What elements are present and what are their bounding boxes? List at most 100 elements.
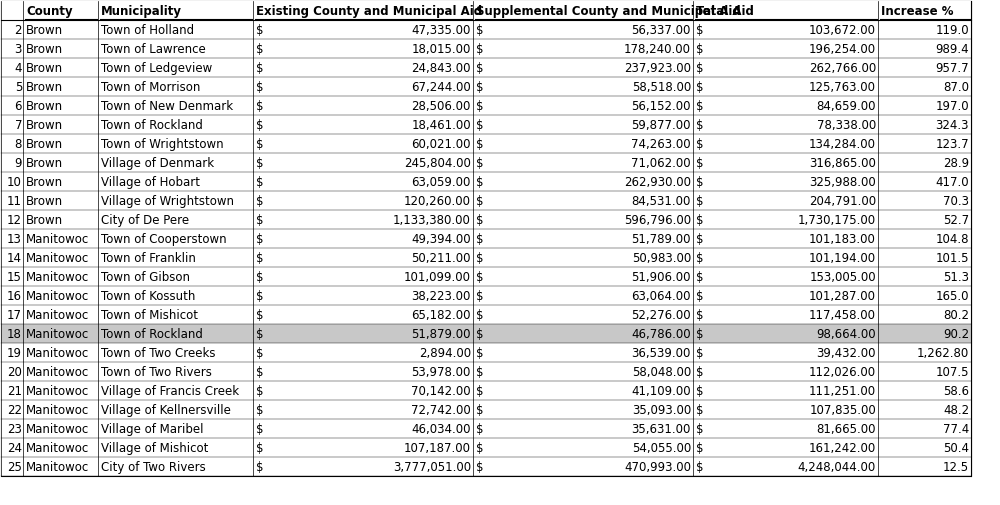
Text: 74,263.00: 74,263.00	[631, 138, 691, 151]
Text: 316,865.00: 316,865.00	[809, 157, 876, 170]
Text: 70.3: 70.3	[943, 195, 969, 208]
Text: Town of Morrison: Town of Morrison	[101, 81, 200, 94]
Text: 957.7: 957.7	[935, 62, 969, 75]
Text: $: $	[696, 176, 704, 189]
Text: 58,048.00: 58,048.00	[632, 366, 691, 379]
Text: $: $	[696, 62, 704, 75]
Text: $: $	[256, 62, 264, 75]
Text: Brown: Brown	[26, 24, 63, 37]
Text: $: $	[256, 24, 264, 37]
Text: 153,005.00: 153,005.00	[809, 271, 876, 284]
Text: 87.0: 87.0	[943, 81, 969, 94]
Text: 18,461.00: 18,461.00	[411, 119, 471, 132]
Text: Town of Ledgeview: Town of Ledgeview	[101, 62, 212, 75]
Text: 2,894.00: 2,894.00	[419, 347, 471, 360]
Text: 50,211.00: 50,211.00	[412, 252, 471, 265]
Text: Village of Francis Creek: Village of Francis Creek	[101, 385, 239, 398]
Text: $: $	[696, 81, 704, 94]
Text: Town of Two Creeks: Town of Two Creeks	[101, 347, 216, 360]
Text: 125,763.00: 125,763.00	[809, 81, 876, 94]
Text: $: $	[476, 404, 484, 417]
Text: 104.8: 104.8	[936, 233, 969, 246]
Text: 49,394.00: 49,394.00	[411, 233, 471, 246]
Text: Existing County and Municipal Aid: Existing County and Municipal Aid	[256, 5, 482, 18]
Bar	[1, 58, 971, 77]
Text: 70,142.00: 70,142.00	[411, 385, 471, 398]
Bar	[1, 381, 971, 400]
Text: $: $	[256, 404, 264, 417]
Text: $: $	[476, 138, 484, 151]
Text: Village of Maribel: Village of Maribel	[101, 423, 204, 436]
Text: 119.0: 119.0	[935, 24, 969, 37]
Bar	[1, 1, 971, 20]
Text: 5: 5	[15, 81, 22, 94]
Text: $: $	[696, 24, 704, 37]
Text: 134,284.00: 134,284.00	[809, 138, 876, 151]
Text: 51,906.00: 51,906.00	[632, 271, 691, 284]
Text: 51.3: 51.3	[943, 271, 969, 284]
Text: 165.0: 165.0	[936, 290, 969, 303]
Bar	[1, 77, 971, 96]
Bar	[1, 400, 971, 419]
Text: 58,518.00: 58,518.00	[632, 81, 691, 94]
Text: Brown: Brown	[26, 81, 63, 94]
Text: 17: 17	[7, 309, 22, 322]
Text: 50,983.00: 50,983.00	[632, 252, 691, 265]
Text: 324.3: 324.3	[936, 119, 969, 132]
Text: $: $	[476, 366, 484, 379]
Text: $: $	[256, 119, 264, 132]
Bar	[1, 153, 971, 172]
Text: 54,055.00: 54,055.00	[632, 442, 691, 455]
Text: 16: 16	[7, 290, 22, 303]
Text: 67,244.00: 67,244.00	[411, 81, 471, 94]
Text: 12: 12	[7, 214, 22, 227]
Text: 18: 18	[7, 328, 22, 341]
Bar	[1, 39, 971, 58]
Text: Manitowoc: Manitowoc	[26, 233, 89, 246]
Bar	[1, 248, 971, 267]
Text: 52,276.00: 52,276.00	[631, 309, 691, 322]
Bar	[1, 134, 971, 153]
Text: $: $	[476, 385, 484, 398]
Text: 161,242.00: 161,242.00	[809, 442, 876, 455]
Bar	[1, 324, 971, 343]
Text: City of De Pere: City of De Pere	[101, 214, 189, 227]
Text: 65,182.00: 65,182.00	[412, 309, 471, 322]
Text: 1,133,380.00: 1,133,380.00	[393, 214, 471, 227]
Text: 23: 23	[7, 423, 22, 436]
Bar	[1, 419, 971, 438]
Text: Manitowoc: Manitowoc	[26, 423, 89, 436]
Text: 98,664.00: 98,664.00	[816, 328, 876, 341]
Text: 84,659.00: 84,659.00	[816, 100, 876, 113]
Text: 112,026.00: 112,026.00	[809, 366, 876, 379]
Text: $: $	[476, 252, 484, 265]
Text: $: $	[256, 100, 264, 113]
Text: Increase %: Increase %	[881, 5, 954, 18]
Bar	[1, 115, 971, 134]
Text: 13: 13	[7, 233, 22, 246]
Text: $: $	[696, 233, 704, 246]
Bar	[1, 172, 971, 191]
Text: 325,988.00: 325,988.00	[809, 176, 876, 189]
Text: 11: 11	[7, 195, 22, 208]
Text: 117,458.00: 117,458.00	[809, 309, 876, 322]
Text: Municipality: Municipality	[101, 5, 182, 18]
Text: $: $	[696, 157, 704, 170]
Text: 22: 22	[7, 404, 22, 417]
Text: 71,062.00: 71,062.00	[631, 157, 691, 170]
Text: Brown: Brown	[26, 214, 63, 227]
Text: 28.9: 28.9	[943, 157, 969, 170]
Text: Town of Rockland: Town of Rockland	[101, 119, 203, 132]
Text: $: $	[256, 366, 264, 379]
Text: 63,059.00: 63,059.00	[412, 176, 471, 189]
Bar	[1, 362, 971, 381]
Text: $: $	[476, 214, 484, 227]
Text: Town of Lawrence: Town of Lawrence	[101, 43, 206, 56]
Text: $: $	[256, 461, 264, 474]
Text: 10: 10	[7, 176, 22, 189]
Text: Village of Wrightstown: Village of Wrightstown	[101, 195, 234, 208]
Text: Manitowoc: Manitowoc	[26, 385, 89, 398]
Text: Brown: Brown	[26, 119, 63, 132]
Text: 80.2: 80.2	[943, 309, 969, 322]
Text: 101,099.00: 101,099.00	[404, 271, 471, 284]
